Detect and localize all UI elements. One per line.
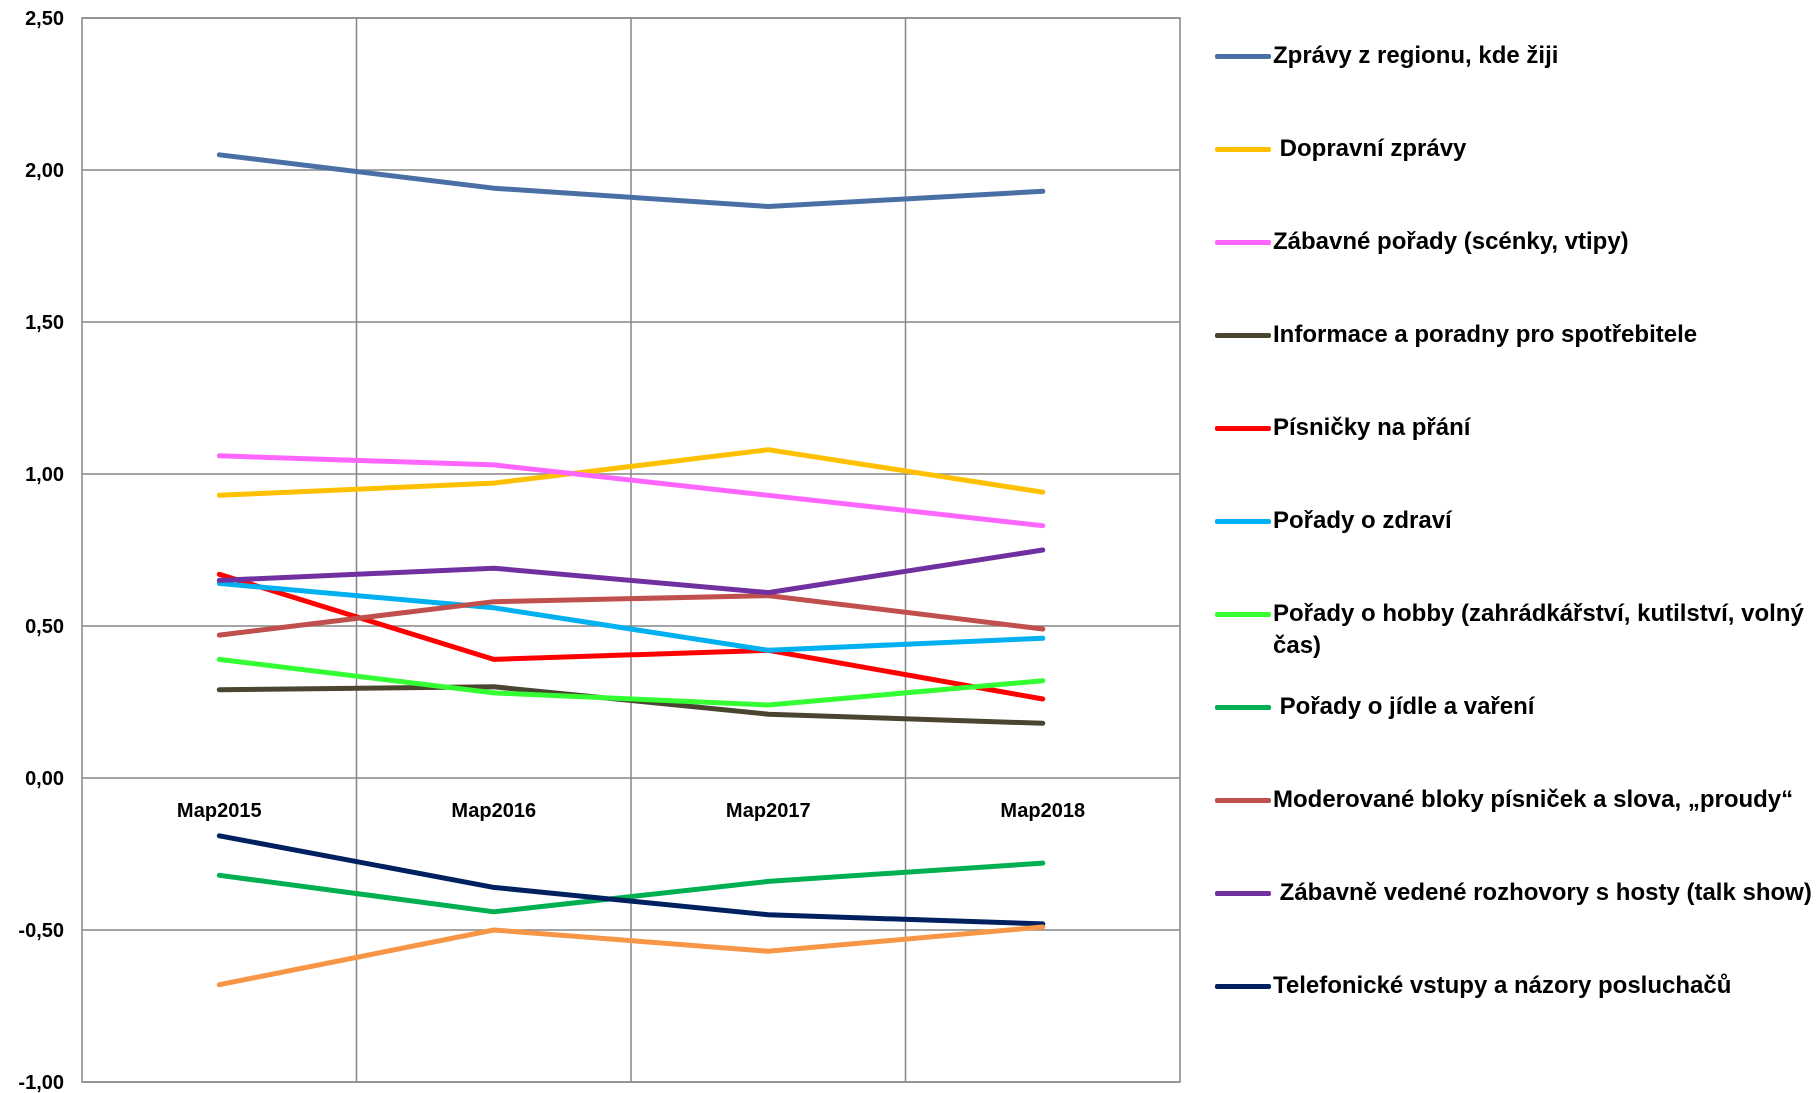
y-tick-label: -1,00 bbox=[18, 1072, 64, 1093]
legend-swatch bbox=[1215, 426, 1271, 431]
series-line-9 bbox=[216, 593, 1046, 638]
x-tick-label: Мар2016 bbox=[451, 800, 536, 822]
legend-item: Zprávy z regionu, kde žiji bbox=[1215, 40, 1815, 133]
legend-item: Písničky na přání bbox=[1215, 412, 1815, 505]
x-tick-label: Мар2017 bbox=[726, 800, 811, 822]
y-tick-label: 2,00 bbox=[25, 160, 64, 182]
series-line-12 bbox=[216, 924, 1046, 988]
legend-label: Pořady o hobby (zahrádkářství, kutilství… bbox=[1273, 600, 1811, 659]
grid-lines bbox=[82, 17, 1180, 1083]
legend-label: Telefonické vstupy a názory posluchačů bbox=[1273, 972, 1732, 999]
legend-item: Moderované bloky písniček a slova, „prou… bbox=[1215, 784, 1815, 877]
legend-swatch bbox=[1215, 519, 1271, 524]
legend-swatch bbox=[1215, 984, 1271, 989]
series-line-8 bbox=[216, 860, 1046, 915]
legend-swatch bbox=[1215, 240, 1271, 245]
plot-area-border bbox=[81, 17, 1181, 1083]
series-lines bbox=[216, 152, 1046, 988]
legend-label: Pořady o zdraví bbox=[1273, 507, 1452, 534]
legend-item: Dopravní zprávy bbox=[1215, 133, 1815, 226]
series-line-11 bbox=[216, 833, 1046, 927]
series-line-3 bbox=[216, 453, 1046, 529]
legend-item: Pořady o zdraví bbox=[1215, 505, 1815, 598]
y-tick-label: 1,50 bbox=[25, 312, 64, 334]
series-line-2 bbox=[216, 447, 1046, 498]
legend-label: Zábavně vedené rozhovory s hosty (talk s… bbox=[1273, 879, 1812, 906]
legend-swatch bbox=[1215, 612, 1271, 617]
y-tick-label: 0,00 bbox=[25, 768, 64, 790]
legend-swatch bbox=[1215, 147, 1271, 152]
legend-label: Zábavné pořady (scénky, vtipy) bbox=[1273, 228, 1629, 255]
y-tick-label: 1,00 bbox=[25, 464, 64, 486]
legend-swatch bbox=[1215, 333, 1271, 338]
x-tick-label: Мар2018 bbox=[1000, 800, 1085, 822]
x-tick-label: Мар2015 bbox=[177, 800, 262, 822]
series-line-10 bbox=[216, 547, 1046, 596]
legend-label: Moderované bloky písniček a slova, „prou… bbox=[1273, 786, 1794, 813]
y-tick-label: -0,50 bbox=[18, 920, 64, 942]
legend-item: Pořady o hobby (zahrádkářství, kutilství… bbox=[1215, 598, 1815, 691]
legend: Zprávy z regionu, kde žiji Dopravní zprá… bbox=[1215, 40, 1815, 1063]
y-tick-label: 2,50 bbox=[25, 8, 64, 30]
series-line-6 bbox=[216, 580, 1046, 653]
legend-item: Telefonické vstupy a názory posluchačů bbox=[1215, 970, 1815, 1063]
legend-swatch bbox=[1215, 54, 1271, 59]
series-line-7 bbox=[216, 656, 1046, 708]
legend-label: Informace a poradny pro spotřebitele bbox=[1273, 321, 1698, 348]
legend-item: Pořady o jídle a vaření bbox=[1215, 691, 1815, 784]
legend-label: Písničky na přání bbox=[1273, 414, 1471, 441]
legend-item: Zábavné pořady (scénky, vtipy) bbox=[1215, 226, 1815, 319]
legend-swatch bbox=[1215, 798, 1271, 803]
legend-label: Dopravní zprávy bbox=[1273, 135, 1467, 162]
y-tick-label: 0,50 bbox=[25, 616, 64, 638]
legend-label: Zprávy z regionu, kde žiji bbox=[1273, 42, 1559, 69]
series-line-1 bbox=[216, 152, 1046, 209]
x-axis-ticks: Мар2015 Мар2016 Мар2017 Мар2018 bbox=[177, 800, 1085, 822]
legend-label: Pořady o jídle a vaření bbox=[1273, 693, 1535, 720]
legend-item: Zábavně vedené rozhovory s hosty (talk s… bbox=[1215, 877, 1815, 970]
y-axis-ticks: 2,50 2,00 1,50 1,00 0,50 0,00 -0,50 -1,00 bbox=[18, 8, 64, 1093]
legend-item: Informace a poradny pro spotřebitele bbox=[1215, 319, 1815, 412]
legend-swatch bbox=[1215, 705, 1271, 710]
legend-swatch bbox=[1215, 891, 1271, 896]
